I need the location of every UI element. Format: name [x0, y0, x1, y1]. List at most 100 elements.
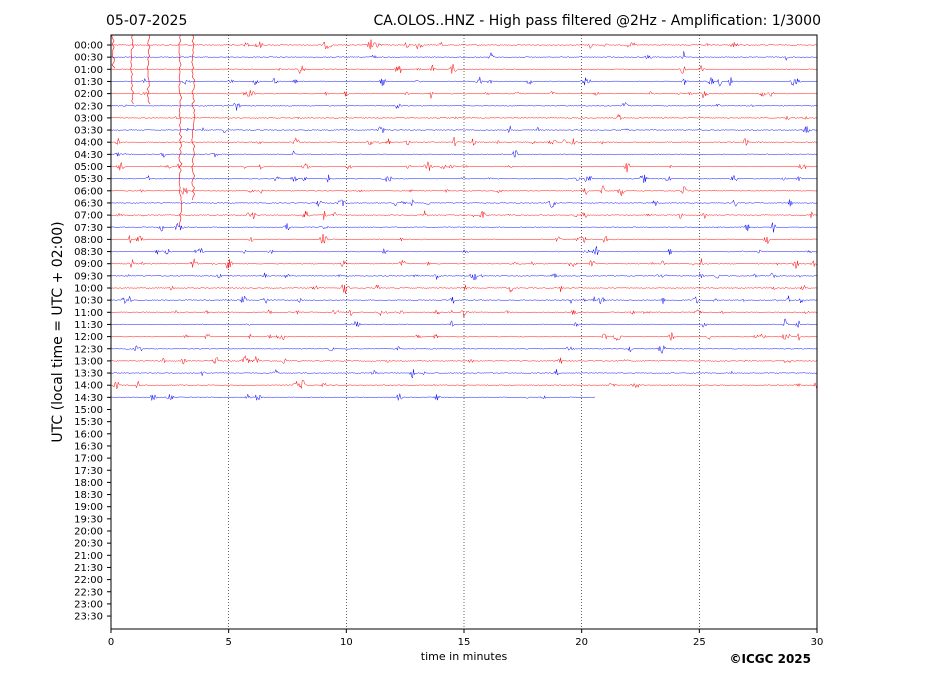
y-tick-label: 21:00	[74, 551, 103, 562]
y-tick-label: 09:00	[74, 259, 103, 270]
y-tick-label: 20:00	[74, 527, 103, 538]
trace-row	[110, 332, 817, 342]
vertical-gridlines	[228, 35, 700, 629]
trace-row	[110, 101, 817, 111]
trace-row	[110, 258, 817, 270]
y-axis-label: UTC (local time = UTC + 02:00)	[50, 221, 66, 442]
y-tick-label: 08:30	[74, 247, 103, 258]
y-tick-label: 23:00	[74, 599, 103, 610]
y-tick-label: 18:00	[74, 478, 103, 489]
trace-row	[110, 113, 817, 121]
y-tick-label: 02:00	[74, 89, 103, 100]
trace-spike	[178, 34, 183, 228]
seismic-traces	[110, 34, 817, 401]
y-tick-label: 12:00	[74, 332, 103, 343]
trace-spike	[111, 34, 116, 69]
date-label: 05-07-2025	[106, 13, 187, 29]
y-tick-label: 04:00	[74, 138, 103, 149]
trace-row	[110, 354, 817, 365]
y-tick-label: 19:30	[74, 514, 103, 525]
y-tick-label: 17:30	[74, 466, 103, 477]
y-tick-label: 13:30	[74, 369, 103, 380]
copyright-label: ©ICGC 2025	[729, 652, 811, 666]
y-tick-label: 11:00	[74, 308, 103, 319]
y-tick-label: 13:00	[74, 356, 103, 367]
trace-row	[110, 345, 817, 354]
y-tick-label: 08:00	[74, 235, 103, 246]
plot-frame	[110, 34, 818, 630]
trace-row	[110, 90, 817, 99]
y-tick-label: 15:30	[74, 417, 103, 428]
trace-row	[110, 39, 817, 50]
trace-row	[110, 125, 817, 134]
trace-row	[110, 393, 596, 401]
y-tick-label: 06:30	[74, 198, 103, 209]
y-tick-label: 16:30	[74, 441, 103, 452]
x-tick-label: 25	[693, 637, 706, 648]
y-tick-label: 06:00	[74, 186, 103, 197]
trace-row	[110, 150, 817, 158]
trace-row	[110, 283, 817, 294]
trace-row	[110, 161, 817, 173]
y-tick-label: 16:00	[74, 429, 103, 440]
trace-row	[110, 246, 817, 255]
trace-spike	[130, 34, 134, 105]
y-tick-label: 07:00	[74, 211, 103, 222]
trace-spike	[191, 34, 196, 201]
x-tick-label: 10	[340, 637, 353, 648]
trace-row	[110, 136, 817, 147]
y-tick-label: 22:30	[74, 587, 103, 598]
y-tick-label: 15:00	[74, 405, 103, 416]
trace-row	[110, 233, 817, 245]
y-tick-label: 10:30	[74, 296, 103, 307]
trace-spike	[146, 34, 151, 105]
trace-row	[110, 184, 817, 197]
x-tick-label: 30	[811, 637, 824, 648]
trace-row	[110, 309, 817, 319]
y-tick-label: 20:30	[74, 539, 103, 550]
x-axis-ticks: 0 5 10 15 20 25 30	[108, 629, 824, 648]
trace-row	[110, 64, 817, 75]
x-tick-label: 0	[108, 637, 114, 648]
y-tick-label: 00:30	[74, 53, 103, 64]
trace-row	[110, 222, 817, 233]
trace-row	[110, 199, 817, 209]
y-tick-label: 04:30	[74, 150, 103, 161]
trace-row	[110, 210, 817, 220]
y-tick-label: 01:30	[74, 77, 103, 88]
trace-row	[110, 272, 817, 281]
y-tick-label: 05:30	[74, 174, 103, 185]
trace-row	[110, 174, 817, 184]
y-tick-label: 07:30	[74, 223, 103, 234]
trace-row	[110, 368, 817, 379]
y-tick-label: 00:00	[74, 41, 103, 52]
y-tick-label: 02:30	[74, 101, 103, 112]
y-tick-label: 19:00	[74, 502, 103, 513]
x-axis-label: time in minutes	[421, 650, 508, 663]
y-tick-label: 12:30	[74, 344, 103, 355]
trace-row	[110, 295, 817, 305]
y-tick-label: 10:00	[74, 284, 103, 295]
chart-title: CA.OLOS..HNZ - High pass filtered @2Hz -…	[373, 13, 821, 29]
y-tick-label: 03:30	[74, 126, 103, 137]
y-tick-label: 22:00	[74, 575, 103, 586]
y-tick-label: 17:00	[74, 454, 103, 465]
y-tick-label: 05:00	[74, 162, 103, 173]
y-tick-label: 14:00	[74, 381, 103, 392]
y-tick-label: 18:30	[74, 490, 103, 501]
trace-row	[110, 51, 817, 62]
x-tick-label: 15	[458, 637, 471, 648]
y-tick-label: 09:30	[74, 271, 103, 282]
y-tick-label: 01:00	[74, 65, 103, 76]
y-tick-label: 11:30	[74, 320, 103, 331]
y-tick-label: 03:00	[74, 113, 103, 124]
trace-row	[110, 380, 817, 390]
trace-row	[110, 318, 817, 329]
y-tick-label: 14:30	[74, 393, 103, 404]
x-tick-label: 20	[575, 637, 588, 648]
y-tick-label: 23:30	[74, 612, 103, 623]
x-tick-label: 5	[225, 637, 231, 648]
y-tick-label: 21:30	[74, 563, 103, 574]
